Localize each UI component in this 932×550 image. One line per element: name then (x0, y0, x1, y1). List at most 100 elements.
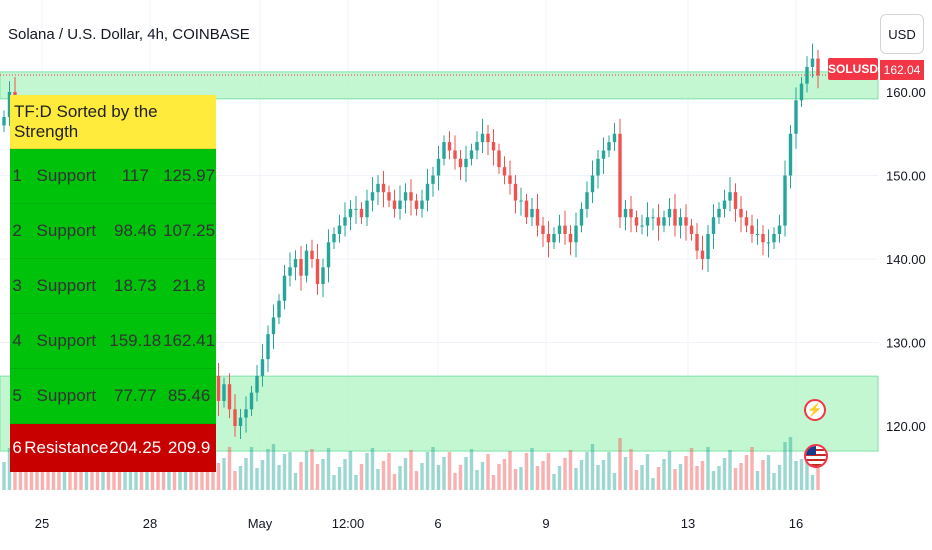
table-title: TF:D Sorted by the Strength (10, 95, 216, 149)
volume-bar (310, 449, 314, 490)
candle-body (464, 158, 468, 168)
volume-bar (288, 452, 292, 490)
candle-body (651, 217, 655, 219)
volume-bar (794, 461, 798, 490)
candle-body (431, 175, 435, 184)
bolt-icon[interactable]: ⚡ (804, 399, 826, 421)
volume-bar (238, 466, 243, 490)
candle-body (249, 392, 254, 410)
volume-bar (568, 450, 573, 490)
candle-body (315, 259, 320, 285)
volume-bar (497, 464, 501, 490)
candle-body (524, 200, 529, 218)
candle-body (788, 133, 793, 176)
y-tick-label: 130.00 (886, 336, 926, 351)
us-flag-icon[interactable] (804, 444, 828, 468)
candle-body (381, 183, 386, 193)
candle-body (359, 208, 364, 218)
candle-body (645, 217, 650, 226)
candle-body (717, 208, 721, 218)
volume-bar (249, 447, 254, 490)
candle-body (783, 175, 787, 226)
volume-bar (777, 465, 782, 490)
volume-bar (315, 464, 320, 490)
volume-bar (667, 451, 672, 490)
row-type: Support (24, 203, 109, 259)
volume-bar (722, 458, 727, 490)
x-tick-label: May (248, 516, 273, 531)
candle-body (304, 250, 309, 276)
candle-body (750, 225, 754, 234)
volume-bar (524, 453, 529, 490)
candle-body (409, 192, 413, 201)
candle-body (552, 233, 556, 243)
volume-bar (216, 463, 221, 490)
candle-body (486, 133, 490, 143)
volume-bar (645, 454, 650, 490)
volume-bar (348, 451, 353, 490)
row-rank: 4 (10, 313, 25, 369)
candle-body (370, 192, 375, 201)
candle-body (574, 225, 578, 243)
volume-bar (40, 461, 45, 490)
volume-bar (123, 460, 127, 490)
candle-body (233, 409, 237, 426)
candle-body (711, 217, 716, 234)
x-tick-label: 12:00 (332, 516, 365, 531)
row-high: 125.97 (162, 148, 216, 204)
candle-body (337, 225, 342, 234)
volume-bar (651, 478, 655, 490)
candle-body (255, 375, 259, 393)
x-tick-label: 16 (789, 516, 803, 531)
candle-body (772, 233, 776, 243)
volume-bar (711, 471, 716, 490)
volume-bar (79, 463, 83, 490)
row-rank: 1 (10, 148, 25, 204)
candle-body (766, 242, 771, 244)
candle-body (491, 142, 496, 151)
table-row: 6 Resistance 204.25 209.9 (10, 423, 216, 472)
volume-bar (343, 459, 347, 490)
candle-body (398, 200, 402, 209)
row-rank: 6 (10, 423, 25, 472)
volume-bar (755, 471, 760, 490)
volume-bar (563, 458, 567, 490)
candle-body (541, 225, 545, 234)
volume-bar (403, 458, 408, 490)
volume-bar (387, 453, 391, 490)
volume-bar (420, 463, 424, 490)
volume-bar (370, 448, 375, 490)
volume-bar (530, 448, 534, 490)
candle-body (794, 100, 798, 134)
volume-bar (178, 470, 182, 490)
candle-body (607, 142, 611, 151)
volume-bar (590, 444, 595, 490)
candle-body (629, 208, 633, 218)
time-axis: 25 28 May 12:00 6 9 13 16 (35, 516, 803, 531)
volume-bar (519, 467, 523, 490)
volume-bar (541, 461, 545, 490)
table-row: 1 Support 117 125.97 (10, 148, 216, 204)
row-low: 98.46 (108, 203, 163, 259)
volume-bar (750, 447, 754, 490)
candle-body (673, 208, 677, 226)
x-tick-label: 13 (681, 516, 695, 531)
x-tick-label: 6 (434, 516, 441, 531)
volume-bar (62, 458, 67, 490)
candle-body (420, 200, 424, 209)
volume-bar (200, 461, 204, 490)
volume-bar (57, 469, 61, 490)
volume-bar (783, 442, 787, 490)
sr-zone (0, 71, 879, 100)
candle-body (640, 225, 644, 227)
candle-body (414, 200, 419, 209)
volume-bar (640, 465, 644, 490)
volume-bar (546, 453, 551, 490)
candle-body (365, 200, 369, 218)
candle-body (563, 225, 567, 234)
chart-title: Solana / U.S. Dollar, 4h, COINBASE (8, 26, 250, 43)
currency-button[interactable]: USD (880, 14, 924, 54)
y-tick-label: 150.00 (886, 169, 926, 184)
volume-bar (282, 454, 287, 490)
candle-body (596, 158, 600, 176)
